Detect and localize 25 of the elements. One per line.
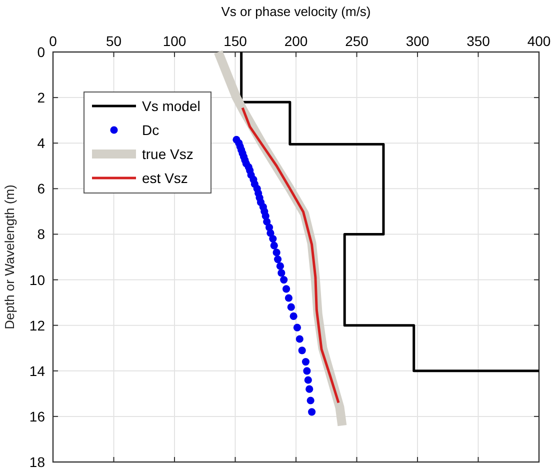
x-tick-label: 100 — [162, 33, 186, 49]
y-tick-label: 12 — [29, 317, 46, 334]
y-tick-label: 8 — [37, 226, 46, 242]
x-tick-label: 150 — [224, 33, 248, 49]
legend-label: Dc — [142, 122, 160, 138]
x-tick-label: 50 — [106, 33, 122, 49]
y-tick-label: 10 — [29, 272, 46, 288]
x-tick-label: 200 — [284, 33, 308, 49]
y-tick-label: 0 — [37, 44, 46, 60]
y-axis-title: Depth or Wavelength (m) — [2, 184, 17, 330]
y-tick-label: 18 — [29, 454, 46, 470]
x-tick-label: 350 — [466, 33, 490, 49]
x-tick-label: 400 — [527, 33, 551, 49]
legend-label: true Vsz — [142, 146, 194, 162]
y-tick-label: 16 — [29, 408, 46, 424]
legend-label: est Vsz — [142, 170, 188, 186]
x-tick-label: 300 — [406, 33, 430, 49]
y-tick-label: 4 — [37, 135, 46, 152]
legend-label: Vs model — [142, 98, 200, 114]
y-tick-label: 2 — [37, 90, 46, 106]
y-tick-label: 14 — [29, 362, 46, 379]
x-tick-label: 0 — [49, 33, 58, 49]
x-tick-label: 250 — [345, 33, 369, 49]
y-tick-label: 6 — [37, 180, 46, 197]
x-axis-title: Vs or phase velocity (m/s) — [221, 4, 371, 19]
